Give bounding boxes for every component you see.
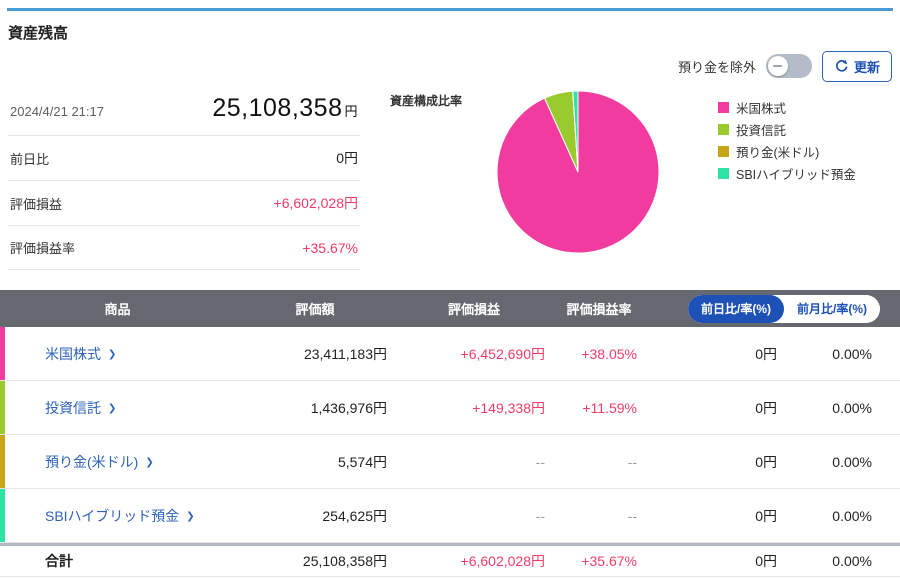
asset-color-bar	[0, 327, 5, 380]
table-row: SBIハイブリッド預金 ❯ 254,625円 -- -- 0円 0.00%	[0, 489, 900, 543]
day-rate-cell: 0.00%	[832, 507, 872, 524]
refresh-icon	[835, 59, 848, 72]
legend-swatch	[718, 168, 729, 179]
summary-row-day-change: 前日比 0円	[8, 136, 360, 181]
value-cell: 254,625円	[322, 507, 387, 524]
chevron-right-icon: ❯	[186, 511, 195, 522]
total-day-rate-cell: 0.00%	[832, 553, 872, 569]
month-comparison-pill[interactable]: 前月比/率(%)	[784, 294, 880, 323]
value-cell: 1,436,976円	[310, 399, 387, 416]
toggle-minus-icon	[773, 65, 783, 67]
total-day-change-cell: 0円	[755, 553, 777, 569]
legend-label: 預り金(米ドル)	[736, 146, 820, 160]
pie-slice	[572, 90, 579, 173]
pie-chart	[496, 90, 660, 254]
legend-item: 投資信託	[718, 120, 896, 139]
table-row: 預り金(米ドル) ❯ 5,574円 -- -- 0円 0.00%	[0, 435, 900, 489]
asset-color-bar	[0, 489, 5, 542]
total-gain-rate-cell: +35.67%	[581, 553, 637, 569]
gain-rate-cell: +11.59%	[582, 399, 637, 416]
page-title: 資産残高	[8, 25, 69, 42]
legend-label: SBIハイブリッド預金	[736, 168, 856, 182]
day-change-cell: 0円	[755, 345, 777, 362]
day-change-cell: 0円	[755, 453, 777, 470]
gain-cell: --	[535, 453, 545, 470]
controls-row: 預り金を除外 更新	[677, 50, 892, 82]
asset-name: 米国株式	[45, 345, 101, 362]
header-gain: 評価損益	[447, 302, 500, 317]
chart-legend: 米国株式 投資信託 預り金(米ドル) SBIハイブリッド預金	[718, 98, 896, 186]
asset-name: 投資信託	[45, 399, 101, 416]
day-rate-cell: 0.00%	[832, 345, 872, 362]
chart-title: 資産構成比率	[390, 94, 463, 108]
asset-link[interactable]: SBIハイブリッド預金 ❯	[0, 506, 195, 526]
asset-link[interactable]: 投資信託 ❯	[0, 398, 116, 418]
asset-name: SBIハイブリッド預金	[45, 507, 180, 524]
day-rate-cell: 0.00%	[832, 399, 872, 416]
total-asset-value: 25,108,358 円	[212, 94, 358, 122]
day-change-cell: 0円	[755, 507, 777, 524]
asset-composition-chart-area: 資産構成比率	[368, 84, 698, 264]
asset-table: 商品 評価額 評価損益 評価損益率 前日比/率(%) 前月比/率(%) 米国株式…	[0, 290, 900, 577]
top-accent-line	[7, 8, 893, 11]
asset-color-bar	[0, 435, 5, 488]
toggle-knob	[767, 56, 788, 76]
chevron-right-icon: ❯	[108, 403, 117, 414]
table-header: 商品 評価額 評価損益 評価損益率 前日比/率(%) 前月比/率(%)	[0, 290, 900, 327]
gain-rate-cell: +38.05%	[581, 345, 637, 362]
day-rate-cell: 0.00%	[832, 453, 872, 470]
total-gain-cell: +6,602,028円	[460, 553, 545, 569]
legend-label: 投資信託	[736, 124, 787, 138]
total-separator	[0, 543, 900, 546]
refresh-label: 更新	[853, 59, 880, 75]
summary-panel: 2024/4/21 21:17 25,108,358 円 前日比 0円 評価損益 …	[8, 84, 360, 270]
exclude-deposits-label: 預り金を除外	[677, 59, 756, 75]
summary-row-gain-rate: 評価損益率 +35.67%	[8, 226, 360, 270]
total-label: 合計	[45, 553, 73, 569]
gain-rate-cell: --	[627, 453, 637, 470]
day-comparison-pill[interactable]: 前日比/率(%)	[688, 294, 784, 323]
asset-color-bar	[0, 381, 5, 434]
summary-total-row: 2024/4/21 21:17 25,108,358 円	[8, 84, 360, 136]
chevron-right-icon: ❯	[145, 457, 154, 468]
legend-label: 米国株式	[736, 102, 787, 116]
gain-cell: --	[535, 507, 545, 524]
header-product: 商品	[104, 302, 131, 317]
gain-rate-cell: --	[627, 507, 637, 524]
legend-item: 米国株式	[718, 98, 896, 117]
exclude-deposits-toggle[interactable]	[765, 54, 812, 78]
table-total-row: 合計 25,108,358円 +6,602,028円 +35.67% 0円 0.…	[0, 546, 900, 577]
table-row: 米国株式 ❯ 23,411,183円 +6,452,690円 +38.05% 0…	[0, 327, 900, 381]
day-change-cell: 0円	[755, 399, 777, 416]
value-cell: 23,411,183円	[303, 345, 387, 362]
value-cell: 5,574円	[337, 453, 387, 470]
chevron-right-icon: ❯	[108, 349, 117, 360]
legend-item: SBIハイブリッド預金	[718, 164, 896, 183]
gain-cell: +6,452,690円	[460, 345, 545, 362]
header-gain-rate: 評価損益率	[566, 302, 632, 317]
asset-name: 預り金(米ドル)	[45, 453, 139, 470]
legend-item: 預り金(米ドル)	[718, 142, 896, 161]
legend-swatch	[718, 124, 729, 135]
legend-swatch	[718, 146, 729, 157]
asset-link[interactable]: 米国株式 ❯	[0, 344, 116, 364]
asset-link[interactable]: 預り金(米ドル) ❯	[0, 452, 154, 472]
total-value-cell: 25,108,358円	[302, 553, 387, 569]
refresh-button[interactable]: 更新	[821, 50, 892, 82]
summary-row-gain: 評価損益 +6,602,028円	[8, 181, 360, 226]
timestamp: 2024/4/21 21:17	[10, 104, 104, 119]
gain-cell: +149,338円	[472, 399, 545, 416]
table-row: 投資信託 ❯ 1,436,976円 +149,338円 +11.59% 0円 0…	[0, 381, 900, 435]
comparison-toggle-group: 前日比/率(%) 前月比/率(%)	[688, 294, 880, 323]
legend-swatch	[718, 102, 729, 113]
table-body: 米国株式 ❯ 23,411,183円 +6,452,690円 +38.05% 0…	[0, 327, 900, 543]
header-value: 評価額	[295, 302, 335, 317]
